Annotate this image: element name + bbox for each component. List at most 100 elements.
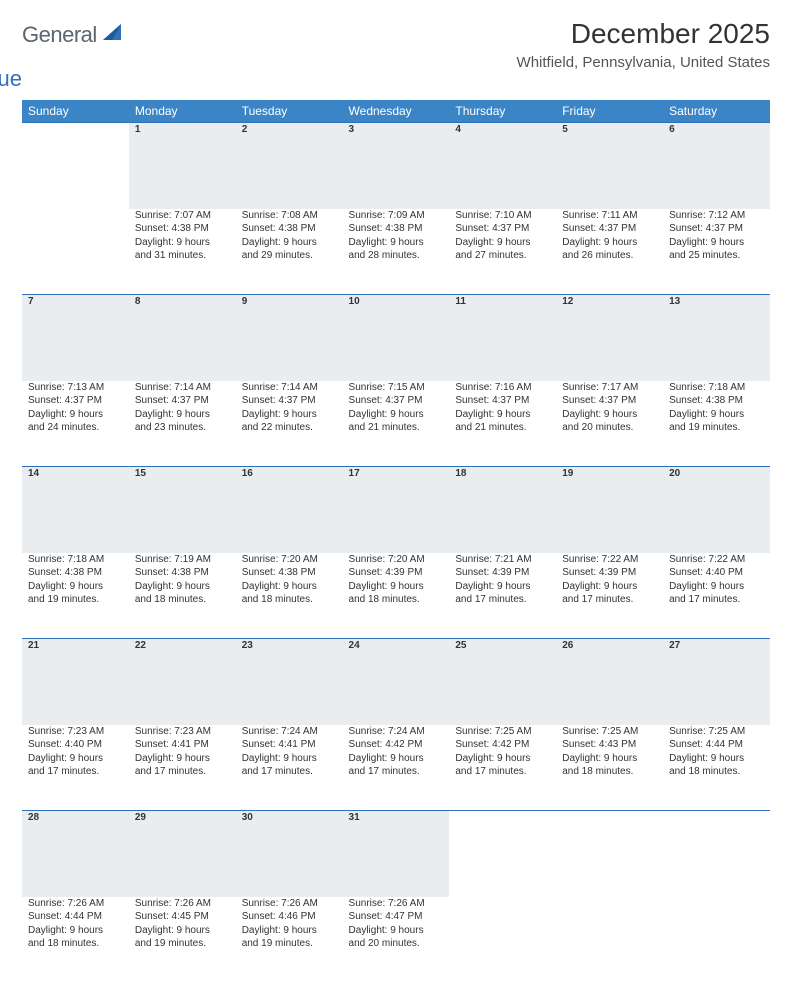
day-number-cell: 16 — [236, 467, 343, 553]
day-number-cell: 8 — [129, 295, 236, 381]
day-detail-cell: Sunrise: 7:18 AMSunset: 4:38 PMDaylight:… — [663, 381, 770, 467]
day-detail-cell: Sunrise: 7:13 AMSunset: 4:37 PMDaylight:… — [22, 381, 129, 467]
day-ss: Sunset: 4:37 PM — [669, 222, 764, 236]
day-d1: Daylight: 9 hours — [562, 580, 657, 594]
day-d2: and 21 minutes. — [455, 421, 550, 435]
day-d1: Daylight: 9 hours — [242, 752, 337, 766]
day-sr: Sunrise: 7:15 AM — [349, 381, 444, 395]
day-number-cell: 1 — [129, 123, 236, 209]
day-ss: Sunset: 4:44 PM — [28, 910, 123, 924]
day-detail-cell: Sunrise: 7:10 AMSunset: 4:37 PMDaylight:… — [449, 209, 556, 295]
weekday-header: Saturday — [663, 100, 770, 123]
weekday-header: Friday — [556, 100, 663, 123]
day-d2: and 18 minutes. — [242, 593, 337, 607]
day-sr: Sunrise: 7:25 AM — [455, 725, 550, 739]
day-ss: Sunset: 4:38 PM — [135, 222, 230, 236]
day-number-cell: 13 — [663, 295, 770, 381]
day-detail-row: Sunrise: 7:13 AMSunset: 4:37 PMDaylight:… — [22, 381, 770, 467]
day-sr: Sunrise: 7:20 AM — [242, 553, 337, 567]
day-ss: Sunset: 4:45 PM — [135, 910, 230, 924]
day-d2: and 20 minutes. — [349, 937, 444, 951]
day-sr: Sunrise: 7:23 AM — [28, 725, 123, 739]
day-d2: and 17 minutes. — [455, 593, 550, 607]
day-sr: Sunrise: 7:26 AM — [135, 897, 230, 911]
day-d2: and 18 minutes. — [669, 765, 764, 779]
daynum-row: 78910111213 — [22, 295, 770, 381]
day-ss: Sunset: 4:40 PM — [28, 738, 123, 752]
day-number-cell — [449, 811, 556, 897]
day-number-cell: 18 — [449, 467, 556, 553]
day-ss: Sunset: 4:37 PM — [562, 222, 657, 236]
day-d2: and 28 minutes. — [349, 249, 444, 263]
day-d1: Daylight: 9 hours — [562, 752, 657, 766]
day-d1: Daylight: 9 hours — [28, 752, 123, 766]
day-detail-cell: Sunrise: 7:26 AMSunset: 4:45 PMDaylight:… — [129, 897, 236, 983]
day-d2: and 21 minutes. — [349, 421, 444, 435]
day-sr: Sunrise: 7:26 AM — [349, 897, 444, 911]
day-ss: Sunset: 4:43 PM — [562, 738, 657, 752]
day-d2: and 19 minutes. — [669, 421, 764, 435]
day-detail-cell: Sunrise: 7:08 AMSunset: 4:38 PMDaylight:… — [236, 209, 343, 295]
day-number-cell: 31 — [343, 811, 450, 897]
day-d1: Daylight: 9 hours — [455, 580, 550, 594]
day-ss: Sunset: 4:41 PM — [242, 738, 337, 752]
day-d1: Daylight: 9 hours — [349, 752, 444, 766]
day-d1: Daylight: 9 hours — [455, 408, 550, 422]
day-detail-cell: Sunrise: 7:25 AMSunset: 4:43 PMDaylight:… — [556, 725, 663, 811]
day-d2: and 29 minutes. — [242, 249, 337, 263]
day-sr: Sunrise: 7:26 AM — [28, 897, 123, 911]
day-detail-cell — [663, 897, 770, 983]
day-number-cell: 28 — [22, 811, 129, 897]
day-ss: Sunset: 4:40 PM — [669, 566, 764, 580]
day-d2: and 18 minutes. — [349, 593, 444, 607]
day-ss: Sunset: 4:38 PM — [349, 222, 444, 236]
day-d1: Daylight: 9 hours — [562, 408, 657, 422]
day-d2: and 25 minutes. — [669, 249, 764, 263]
day-ss: Sunset: 4:41 PM — [135, 738, 230, 752]
day-detail-cell: Sunrise: 7:26 AMSunset: 4:47 PMDaylight:… — [343, 897, 450, 983]
day-d2: and 23 minutes. — [135, 421, 230, 435]
day-d1: Daylight: 9 hours — [28, 924, 123, 938]
day-d2: and 18 minutes. — [135, 593, 230, 607]
day-d1: Daylight: 9 hours — [669, 236, 764, 250]
day-detail-cell: Sunrise: 7:21 AMSunset: 4:39 PMDaylight:… — [449, 553, 556, 639]
day-d1: Daylight: 9 hours — [349, 924, 444, 938]
day-detail-cell: Sunrise: 7:18 AMSunset: 4:38 PMDaylight:… — [22, 553, 129, 639]
day-d1: Daylight: 9 hours — [28, 408, 123, 422]
daynum-row: 28293031 — [22, 811, 770, 897]
day-number-cell: 21 — [22, 639, 129, 725]
day-d1: Daylight: 9 hours — [349, 580, 444, 594]
day-ss: Sunset: 4:37 PM — [455, 222, 550, 236]
logo: General Blue — [22, 22, 125, 92]
day-ss: Sunset: 4:38 PM — [669, 394, 764, 408]
day-sr: Sunrise: 7:18 AM — [669, 381, 764, 395]
day-number-cell: 15 — [129, 467, 236, 553]
day-number-cell: 12 — [556, 295, 663, 381]
day-d2: and 20 minutes. — [562, 421, 657, 435]
day-detail-cell: Sunrise: 7:25 AMSunset: 4:42 PMDaylight:… — [449, 725, 556, 811]
day-ss: Sunset: 4:39 PM — [562, 566, 657, 580]
day-number-cell — [556, 811, 663, 897]
day-ss: Sunset: 4:38 PM — [242, 222, 337, 236]
day-detail-cell: Sunrise: 7:12 AMSunset: 4:37 PMDaylight:… — [663, 209, 770, 295]
day-d1: Daylight: 9 hours — [242, 924, 337, 938]
day-number-cell: 23 — [236, 639, 343, 725]
day-d2: and 18 minutes. — [28, 937, 123, 951]
day-detail-cell: Sunrise: 7:11 AMSunset: 4:37 PMDaylight:… — [556, 209, 663, 295]
day-ss: Sunset: 4:37 PM — [135, 394, 230, 408]
daynum-row: 123456 — [22, 123, 770, 209]
day-number-cell: 22 — [129, 639, 236, 725]
day-detail-cell: Sunrise: 7:20 AMSunset: 4:39 PMDaylight:… — [343, 553, 450, 639]
day-detail-cell: Sunrise: 7:23 AMSunset: 4:41 PMDaylight:… — [129, 725, 236, 811]
day-ss: Sunset: 4:39 PM — [349, 566, 444, 580]
daynum-row: 21222324252627 — [22, 639, 770, 725]
day-number-cell — [22, 123, 129, 209]
day-d1: Daylight: 9 hours — [28, 580, 123, 594]
day-sr: Sunrise: 7:24 AM — [242, 725, 337, 739]
day-d1: Daylight: 9 hours — [135, 236, 230, 250]
day-d1: Daylight: 9 hours — [242, 580, 337, 594]
day-number-cell: 14 — [22, 467, 129, 553]
day-sr: Sunrise: 7:23 AM — [135, 725, 230, 739]
day-d2: and 17 minutes. — [28, 765, 123, 779]
day-sr: Sunrise: 7:21 AM — [455, 553, 550, 567]
